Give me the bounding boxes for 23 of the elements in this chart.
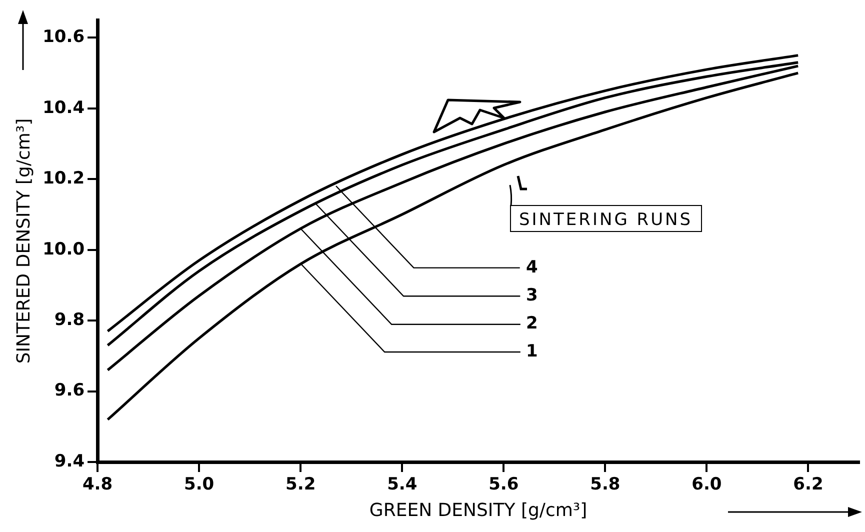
y-tick-label: 9.4 [54, 451, 85, 472]
y-axis-title: SINTERED DENSITY [g/cm³] [13, 118, 34, 364]
annotation: 1 [526, 341, 538, 362]
y-tick-label: 10.6 [42, 27, 85, 48]
y-tick-label: 10.4 [42, 98, 85, 118]
x-tick-label: 5.4 [387, 474, 418, 495]
x-axis-title: GREEN DENSITY [g/cm³] [369, 500, 588, 521]
y-tick-label: 10.0 [42, 239, 85, 260]
line-series [106, 72, 800, 421]
annotation: 2 [526, 313, 538, 334]
y-tick-label: 10.2 [42, 168, 85, 189]
x-tick-label: 4.8 [82, 474, 113, 495]
x-tick-label: 5.8 [590, 474, 620, 495]
annotation: 4 [526, 257, 538, 278]
y-tick-label: 9.6 [54, 380, 85, 401]
annotation: SINTERING RUNS [510, 205, 702, 232]
x-tick-label: 6.0 [692, 474, 722, 495]
x-tick-label: 5.2 [286, 474, 316, 495]
x-tick-label: 6.2 [793, 474, 824, 495]
x-tick-label: 5.0 [184, 474, 214, 495]
y-tick-label: 9.8 [54, 310, 85, 330]
annotation: 3 [526, 285, 538, 306]
x-tick-label: 5.6 [488, 474, 519, 495]
